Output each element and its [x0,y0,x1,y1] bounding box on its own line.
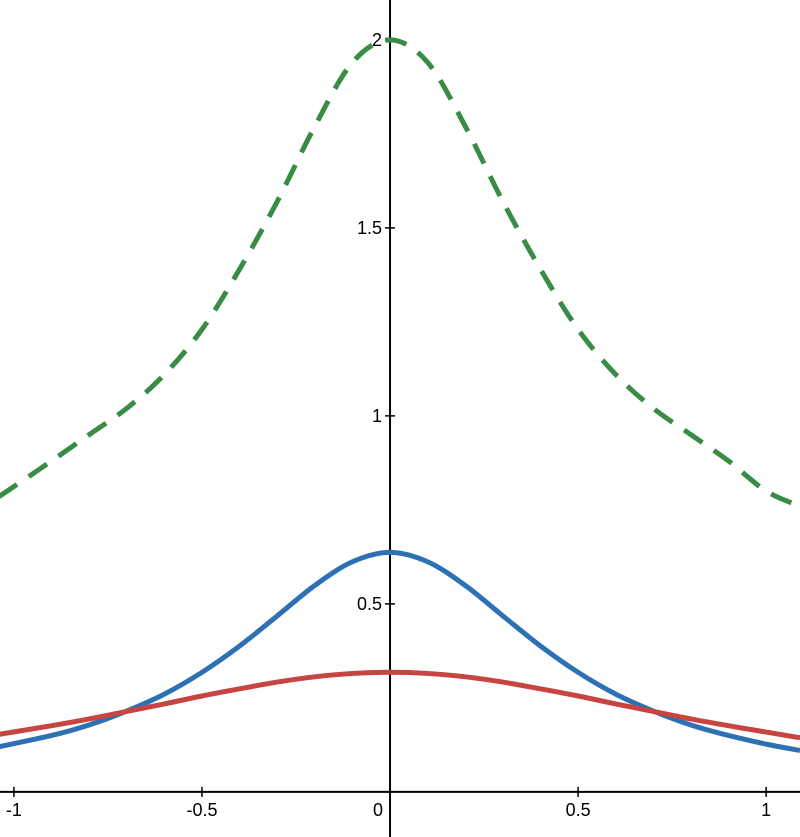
line-series [0,549,800,753]
line-series [0,37,800,509]
y-tick-label: 0.5 [357,594,382,614]
x-tick-label: 0.5 [566,800,591,820]
y-tick-label: 1.5 [357,218,382,238]
y-tick-label: 1 [372,406,382,426]
x-tick-label: -0.5 [186,800,217,820]
x-tick-label: 1 [761,800,771,820]
x-tick-label: 0 [373,800,383,820]
y-tick-label: 2 [372,30,382,50]
line-series [0,669,800,741]
x-tick-label: -1 [6,800,22,820]
